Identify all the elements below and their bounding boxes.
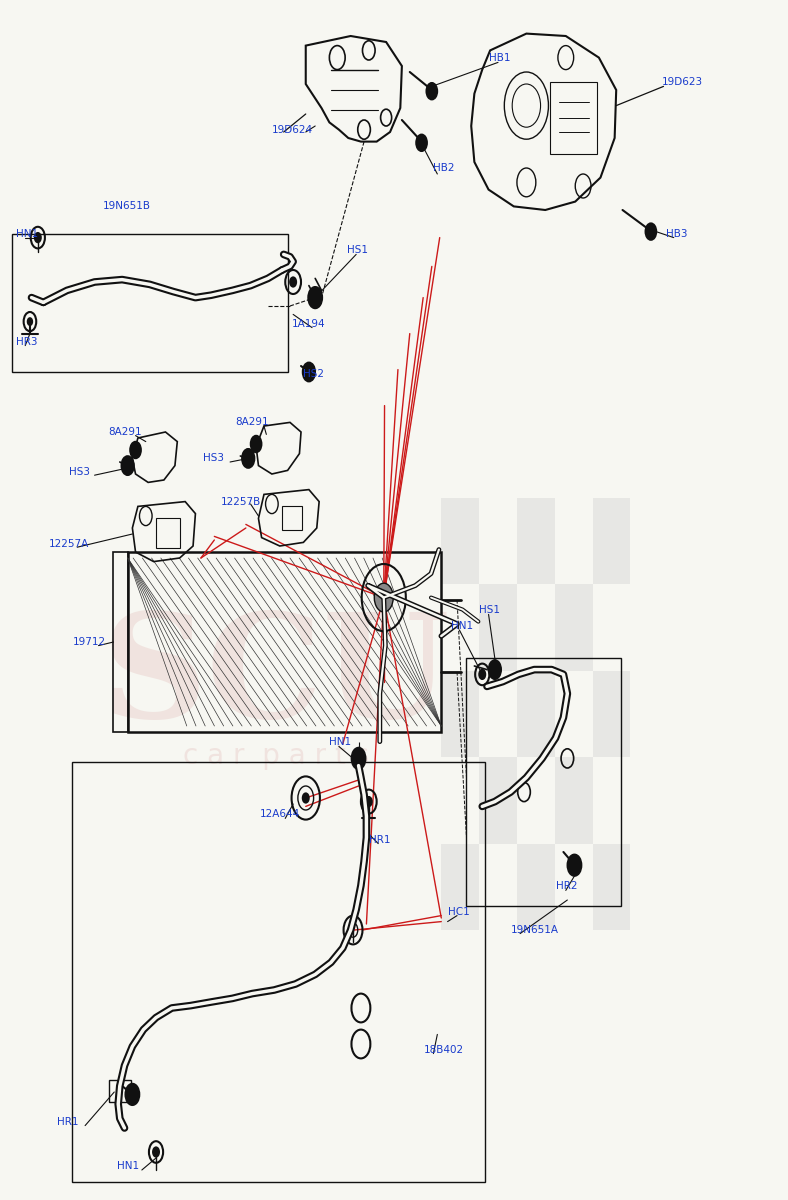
Bar (441, 671, 479, 757)
Bar (517, 498, 555, 584)
Circle shape (489, 660, 501, 679)
Text: SCU: SCU (102, 607, 450, 749)
Bar (555, 757, 593, 844)
Text: HB1: HB1 (489, 53, 510, 62)
Bar (517, 844, 555, 930)
Text: c a r  p a r t s: c a r p a r t s (183, 742, 369, 770)
Text: HN1: HN1 (451, 622, 473, 631)
Text: 8A291: 8A291 (109, 427, 143, 437)
Circle shape (351, 748, 366, 769)
Bar (282, 506, 302, 530)
Circle shape (303, 362, 315, 382)
Bar (128, 552, 441, 732)
Bar (156, 518, 180, 548)
Text: 18B402: 18B402 (424, 1045, 464, 1055)
Bar (555, 584, 593, 671)
Circle shape (426, 83, 437, 100)
Circle shape (567, 854, 582, 876)
Circle shape (290, 277, 296, 287)
Text: HR3: HR3 (16, 337, 37, 347)
Text: HS1: HS1 (347, 245, 368, 254)
Text: HN1: HN1 (16, 229, 38, 239)
Text: HC1: HC1 (448, 907, 470, 917)
Text: HB3: HB3 (666, 229, 687, 239)
Circle shape (416, 134, 427, 151)
Circle shape (366, 797, 372, 806)
Text: 19N651B: 19N651B (102, 202, 151, 211)
Bar (593, 498, 630, 584)
Circle shape (479, 670, 485, 679)
Bar (479, 584, 517, 671)
Bar (72, 762, 485, 1182)
Text: 12257A: 12257A (49, 539, 89, 548)
Bar (441, 844, 479, 930)
Circle shape (645, 223, 656, 240)
Text: 19712: 19712 (72, 637, 106, 647)
Bar (550, 82, 597, 154)
Text: HR1: HR1 (57, 1117, 78, 1127)
Circle shape (374, 583, 393, 612)
Circle shape (35, 233, 41, 242)
Text: 1A194: 1A194 (292, 319, 325, 329)
Text: 19D623: 19D623 (662, 77, 703, 86)
Text: 19N651A: 19N651A (511, 925, 559, 935)
Text: HB2: HB2 (433, 163, 455, 173)
Bar (109, 1080, 131, 1102)
Text: HS1: HS1 (479, 605, 500, 614)
Text: HS2: HS2 (303, 370, 325, 379)
Circle shape (130, 442, 141, 458)
Text: 19D624: 19D624 (272, 125, 313, 134)
Bar (479, 757, 517, 844)
Circle shape (251, 436, 262, 452)
Text: HN1: HN1 (117, 1162, 139, 1171)
Text: HS3: HS3 (69, 467, 91, 476)
Bar (517, 671, 555, 757)
Bar (466, 658, 621, 906)
Text: HR1: HR1 (369, 835, 390, 845)
Text: HR2: HR2 (556, 881, 578, 890)
Circle shape (308, 287, 322, 308)
Bar (593, 844, 630, 930)
Circle shape (303, 793, 309, 803)
Bar (113, 552, 128, 732)
Circle shape (28, 318, 32, 325)
Circle shape (121, 456, 134, 475)
Circle shape (125, 1084, 139, 1105)
Bar (441, 498, 479, 584)
Bar (593, 671, 630, 757)
Text: 12A644: 12A644 (260, 809, 300, 818)
Circle shape (242, 449, 255, 468)
Circle shape (153, 1147, 159, 1157)
Text: 12257B: 12257B (221, 497, 261, 506)
Text: 8A291: 8A291 (235, 418, 269, 427)
Text: HN1: HN1 (329, 737, 351, 746)
Text: HS3: HS3 (203, 454, 225, 463)
Bar (12, 234, 288, 372)
